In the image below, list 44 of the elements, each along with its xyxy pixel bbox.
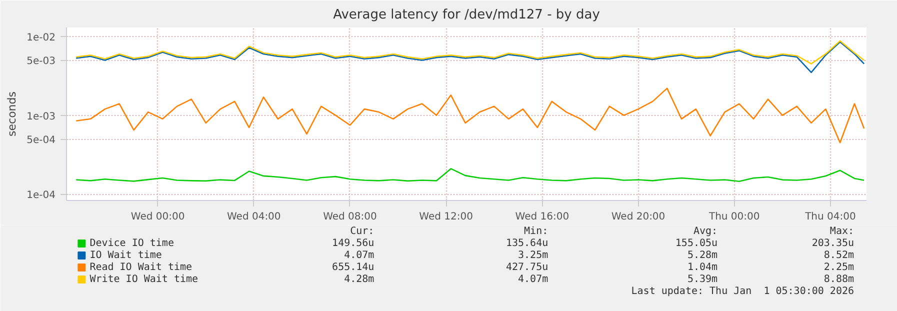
x-tick-label: Thu 00:00 <box>708 212 760 222</box>
legend-label: Device IO time <box>90 238 174 249</box>
text: 655.14u <box>332 262 374 273</box>
text: Last update: Thu Jan 1 05:30:00 2026 <box>631 286 854 297</box>
x-tick-label: Wed 20:00 <box>611 212 666 222</box>
line-series <box>75 168 865 182</box>
text: 149.56u <box>332 238 374 249</box>
x-tick-label: Wed 04:00 <box>226 212 281 222</box>
y-tick-label: 5e-04 <box>26 135 56 146</box>
text: 5.39m <box>687 274 718 285</box>
legend-label: Read IO Wait time <box>90 262 192 273</box>
x-tick-label: Wed 08:00 <box>323 212 377 222</box>
y-tick-label: 1e-04 <box>26 190 56 202</box>
text: Min: <box>524 226 548 237</box>
text: 8.52m <box>824 250 854 261</box>
text: 4.07m <box>518 274 548 285</box>
x-tick-label: Wed 00:00 <box>130 212 185 222</box>
y-tick-label: 1e-03 <box>26 111 56 122</box>
text: 135.64u <box>506 238 548 249</box>
text: 203.35u <box>812 238 854 249</box>
y-tick-label: 5e-03 <box>26 56 56 68</box>
text: Max: <box>830 226 854 237</box>
text: 427.75u <box>506 262 548 273</box>
y-tick-label: 1e-02 <box>26 32 56 44</box>
text: 1.04m <box>687 262 718 273</box>
x-tick-label: Wed 16:00 <box>515 212 570 222</box>
y-axis-title: seconds <box>6 91 19 136</box>
legend-label: Write IO Wait time <box>90 274 198 285</box>
text: 155.05u <box>675 238 718 249</box>
text: Avg: <box>693 226 718 237</box>
text: 4.28m <box>344 274 374 285</box>
text: Cur: <box>350 226 374 237</box>
text: 3.25m <box>518 250 548 261</box>
text: 4.07m <box>344 250 374 261</box>
x-tick-label: Thu 04:00 <box>804 212 856 222</box>
text: 2.25m <box>824 262 854 273</box>
x-tick-label: Wed 12:00 <box>419 212 473 222</box>
line-series <box>75 40 865 64</box>
text: 5.28m <box>687 250 718 261</box>
line-series <box>75 88 865 144</box>
text: 8.88m <box>824 274 854 285</box>
line-series <box>75 41 865 74</box>
chart-title: Average latency for /dev/md127 - by day <box>333 8 600 22</box>
legend-label: IO Wait time <box>90 250 162 261</box>
